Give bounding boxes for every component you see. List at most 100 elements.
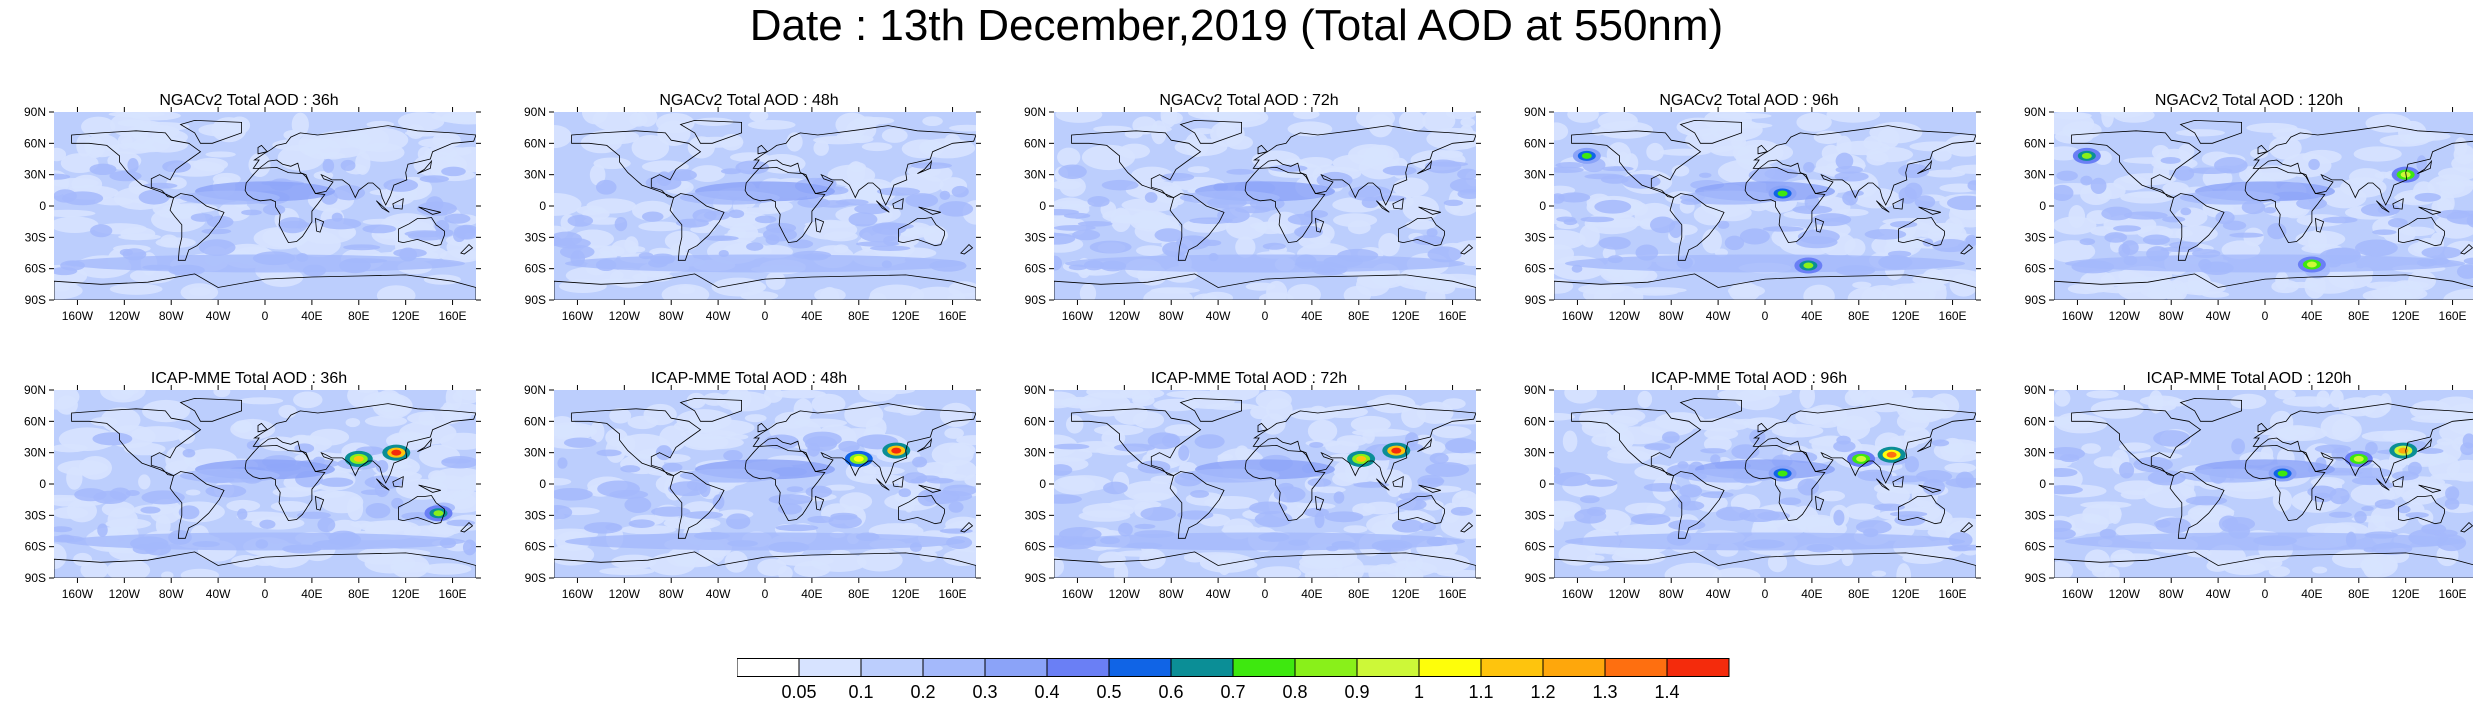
lon-tick-label: 80W bbox=[159, 587, 184, 601]
colorbar-label: 0.2 bbox=[910, 682, 935, 701]
lon-tick-label: 120E bbox=[1892, 587, 1920, 601]
colorbar-label: 0.8 bbox=[1282, 682, 1307, 701]
lon-tick-label: 0 bbox=[762, 587, 769, 601]
lon-tick-label: 120E bbox=[1392, 309, 1420, 323]
lon-tick-label: 40E bbox=[2301, 587, 2322, 601]
lon-tick-label: 0 bbox=[262, 309, 269, 323]
coastlines bbox=[554, 119, 976, 300]
colorbar-label: 0.5 bbox=[1096, 682, 1121, 701]
lon-tick-label: 120W bbox=[109, 587, 141, 601]
main-title: Date : 13th December,2019 (Total AOD at … bbox=[749, 1, 1724, 50]
lat-tick-label: 30N bbox=[2024, 168, 2046, 182]
lat-tick-label: 90N bbox=[1024, 383, 1046, 397]
lon-tick-label: 40W bbox=[706, 309, 731, 323]
aod-map: 90N 60N 30N 0 30S 60S 90S 160W 120W 80W 40W 0 40E 80E… bbox=[1524, 105, 1981, 323]
lat-tick-label: 90N bbox=[524, 105, 546, 119]
coastlines bbox=[554, 397, 976, 578]
lon-tick-label: 120W bbox=[2109, 587, 2141, 601]
colorbar-swatch bbox=[1356, 658, 1420, 677]
lon-tick-label: 160W bbox=[1562, 587, 1594, 601]
lat-tick-label: 30N bbox=[1024, 168, 1046, 182]
lon-tick-label: 160E bbox=[2439, 587, 2467, 601]
aod-field bbox=[2054, 112, 2473, 300]
aod-map: 90N 60N 30N 0 30S 60S 90S 160W 120W 80W 40W 0 40E 80E… bbox=[1024, 383, 1481, 601]
lon-tick-label: 0 bbox=[2262, 309, 2269, 323]
lon-tick-label: 120W bbox=[609, 587, 641, 601]
lat-tick-label: 60S bbox=[1025, 540, 1046, 554]
lon-tick-label: 160W bbox=[562, 309, 594, 323]
lon-tick-label: 120W bbox=[1609, 309, 1641, 323]
map-panel-icap-mme-120h: ICAP-MME Total AOD : 120h 90N 60N 30N 0 30S 60… bbox=[2014, 370, 2473, 630]
lon-tick-label: 160E bbox=[1939, 309, 1967, 323]
aod-map: 90N 60N 30N 0 30S 60S 90S 160W 120W 80W 40W 0 40E 80E… bbox=[524, 383, 981, 601]
lon-tick-label: 160W bbox=[1062, 309, 1094, 323]
aod-field bbox=[54, 112, 476, 300]
panel-title: NGACv2 Total AOD : 36h bbox=[159, 92, 339, 109]
colorbar-label: 0.05 bbox=[781, 682, 816, 701]
lon-tick-label: 160W bbox=[1062, 587, 1094, 601]
lat-tick-label: 30S bbox=[1025, 230, 1046, 244]
lon-tick-label: 160W bbox=[2062, 309, 2094, 323]
aod-map: 90N 60N 30N 0 30S 60S 90S 160W 120W 80W 40W 0 40E 80E… bbox=[24, 105, 481, 323]
lon-tick-label: 160W bbox=[562, 587, 594, 601]
lat-tick-label: 0 bbox=[39, 199, 46, 213]
lat-tick-label: 60S bbox=[25, 540, 46, 554]
lat-tick-label: 90S bbox=[525, 293, 546, 307]
lat-tick-label: 90S bbox=[1525, 293, 1546, 307]
colorbar-swatch bbox=[1046, 658, 1110, 677]
lat-tick-label: 90S bbox=[1025, 571, 1046, 585]
lon-tick-label: 120W bbox=[2109, 309, 2141, 323]
lat-tick-label: 30N bbox=[1024, 446, 1046, 460]
lon-tick-label: 40W bbox=[1706, 587, 1731, 601]
lat-tick-label: 30S bbox=[2025, 508, 2046, 522]
lat-tick-label: 0 bbox=[1039, 477, 1046, 491]
aod-field bbox=[2054, 390, 2473, 578]
lon-tick-label: 80W bbox=[659, 309, 684, 323]
lat-tick-label: 60N bbox=[24, 136, 46, 150]
lon-tick-label: 40W bbox=[1706, 309, 1731, 323]
colorbar-label: 0.7 bbox=[1220, 682, 1245, 701]
lat-tick-label: 30N bbox=[2024, 446, 2046, 460]
lon-tick-label: 80E bbox=[2348, 309, 2369, 323]
lat-tick-label: 60N bbox=[524, 136, 546, 150]
colorbar-swatch bbox=[1542, 658, 1606, 677]
lat-tick-label: 60N bbox=[1524, 136, 1546, 150]
panel-title: ICAP-MME Total AOD : 48h bbox=[650, 370, 848, 387]
panel-title: NGACv2 Total AOD : 48h bbox=[659, 92, 839, 109]
lon-tick-label: 120E bbox=[892, 587, 920, 601]
lon-tick-label: 80E bbox=[348, 587, 369, 601]
coastlines bbox=[1054, 119, 1476, 300]
lat-tick-label: 30N bbox=[1524, 168, 1546, 182]
colorbar-swatch bbox=[1480, 658, 1544, 677]
lon-tick-label: 0 bbox=[762, 309, 769, 323]
lon-tick-label: 40E bbox=[1301, 587, 1322, 601]
lon-tick-label: 40W bbox=[1206, 309, 1231, 323]
colorbar-label: 0.4 bbox=[1034, 682, 1059, 701]
lon-tick-label: 80E bbox=[348, 309, 369, 323]
map-panel-icap-mme-48h: ICAP-MME Total AOD : 48h 90N 60N 30N 0 30S 60S… bbox=[514, 370, 984, 630]
lon-tick-label: 0 bbox=[1262, 309, 1269, 323]
lon-tick-label: 80E bbox=[2348, 587, 2369, 601]
lat-tick-label: 90S bbox=[2025, 571, 2046, 585]
lat-tick-label: 0 bbox=[2039, 477, 2046, 491]
aod-map: 90N 60N 30N 0 30S 60S 90S 160W 120W 80W 40W 0 40E 80E… bbox=[1024, 105, 1481, 323]
lon-tick-label: 40E bbox=[1301, 309, 1322, 323]
lon-tick-label: 160E bbox=[939, 309, 967, 323]
aod-map: 90N 60N 30N 0 30S 60S 90S 160W 120W 80W 40W 0 40E 80E… bbox=[2024, 105, 2473, 323]
panel-title: NGACv2 Total AOD : 120h bbox=[2154, 92, 2344, 109]
lat-tick-label: 90S bbox=[2025, 293, 2046, 307]
lat-tick-label: 90N bbox=[24, 383, 46, 397]
coastlines bbox=[2054, 397, 2473, 578]
lon-tick-label: 120E bbox=[392, 587, 420, 601]
colorbar-label: 1.1 bbox=[1468, 682, 1493, 701]
coastlines bbox=[1554, 397, 1976, 578]
aod-field bbox=[1054, 390, 1476, 578]
lon-tick-label: 40E bbox=[301, 309, 322, 323]
colorbar-swatch bbox=[1232, 658, 1296, 677]
lon-tick-label: 80E bbox=[1348, 309, 1369, 323]
lat-tick-label: 60S bbox=[1025, 262, 1046, 276]
lon-tick-label: 120E bbox=[2392, 309, 2420, 323]
lon-tick-label: 120E bbox=[1392, 587, 1420, 601]
lon-tick-label: 80W bbox=[159, 309, 184, 323]
lat-tick-label: 30S bbox=[1525, 230, 1546, 244]
